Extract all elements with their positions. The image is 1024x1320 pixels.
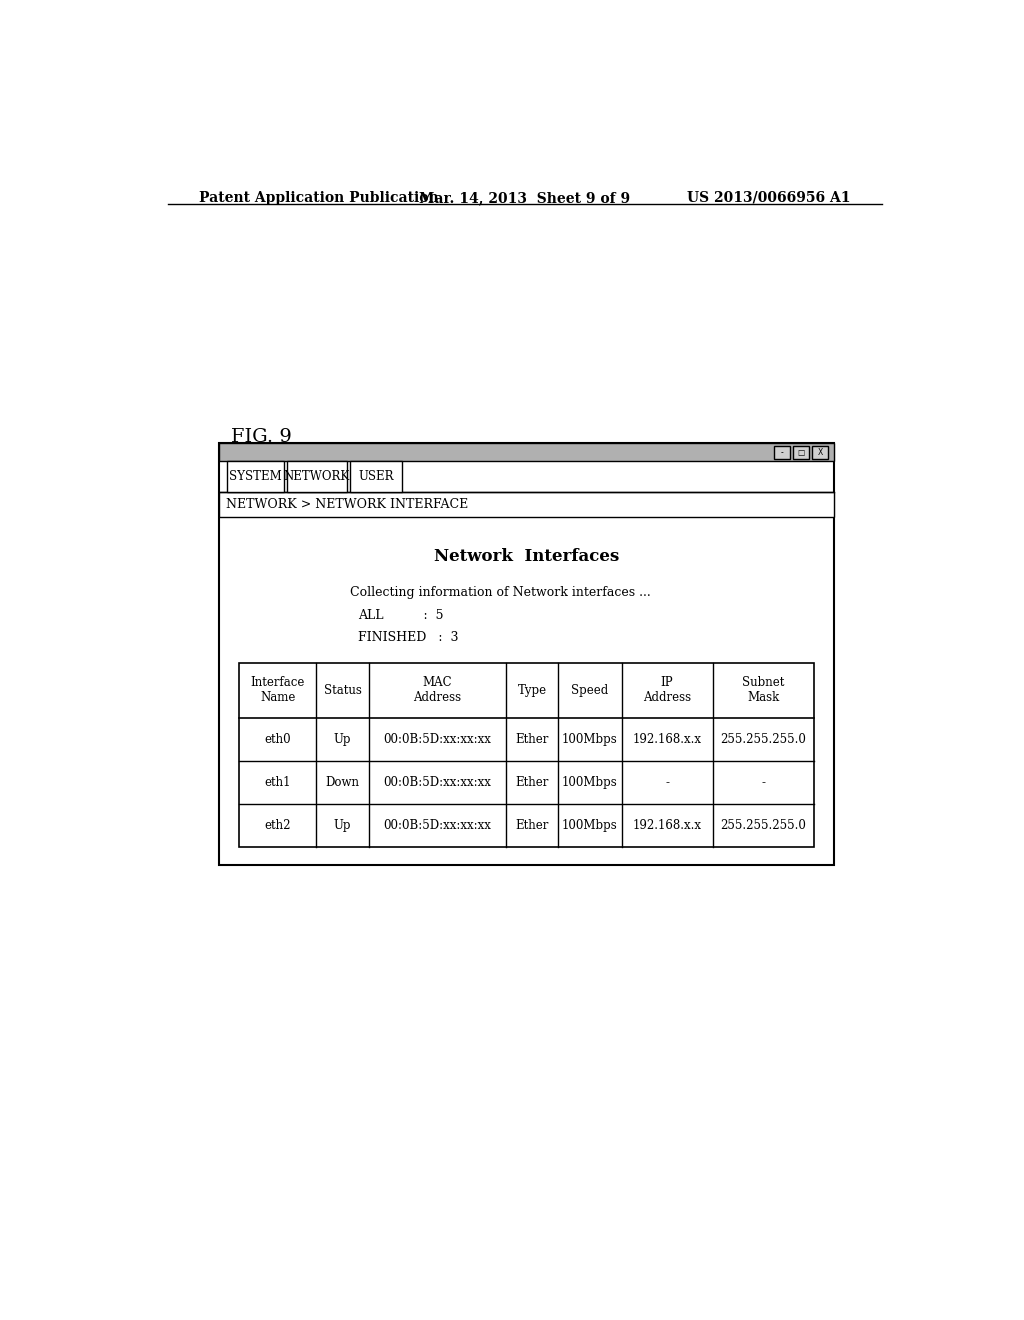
- Bar: [812, 446, 828, 459]
- Text: eth2: eth2: [264, 818, 291, 832]
- Bar: [774, 446, 790, 459]
- Text: Ether: Ether: [515, 734, 549, 746]
- Text: Status: Status: [324, 684, 361, 697]
- Text: 00:0B:5D:xx:xx:xx: 00:0B:5D:xx:xx:xx: [383, 818, 492, 832]
- Text: □: □: [798, 447, 805, 457]
- Text: Ether: Ether: [515, 818, 549, 832]
- Text: Up: Up: [334, 734, 351, 746]
- Text: 100Mbps: 100Mbps: [562, 776, 617, 789]
- Text: Collecting information of Network interfaces ...: Collecting information of Network interf…: [350, 586, 651, 599]
- Text: Network  Interfaces: Network Interfaces: [434, 548, 620, 565]
- Text: 192.168.x.x: 192.168.x.x: [633, 818, 701, 832]
- Text: eth0: eth0: [264, 734, 291, 746]
- Bar: [793, 446, 809, 459]
- Text: -: -: [780, 447, 783, 457]
- Text: Ether: Ether: [515, 776, 549, 789]
- Text: 100Mbps: 100Mbps: [562, 734, 617, 746]
- Text: 00:0B:5D:xx:xx:xx: 00:0B:5D:xx:xx:xx: [383, 734, 492, 746]
- Bar: [227, 461, 285, 492]
- Text: -: -: [666, 776, 669, 789]
- Text: 255.255.255.0: 255.255.255.0: [721, 734, 807, 746]
- Text: 255.255.255.0: 255.255.255.0: [721, 818, 807, 832]
- Text: IP
Address: IP Address: [643, 676, 691, 705]
- Text: X: X: [817, 447, 822, 457]
- Text: Type: Type: [517, 684, 547, 697]
- Text: Up: Up: [334, 818, 351, 832]
- Text: Subnet
Mask: Subnet Mask: [742, 676, 784, 705]
- Text: 192.168.x.x: 192.168.x.x: [633, 734, 701, 746]
- Text: Mar. 14, 2013  Sheet 9 of 9: Mar. 14, 2013 Sheet 9 of 9: [419, 191, 631, 205]
- Bar: [219, 492, 835, 517]
- Text: NETWORK > NETWORK INTERFACE: NETWORK > NETWORK INTERFACE: [225, 498, 468, 511]
- Text: ALL          :  5: ALL : 5: [358, 609, 443, 622]
- Text: Patent Application Publication: Patent Application Publication: [200, 191, 439, 205]
- Text: Down: Down: [326, 776, 359, 789]
- Text: FIG. 9: FIG. 9: [231, 428, 292, 446]
- Text: SYSTEM: SYSTEM: [229, 470, 283, 483]
- Text: eth1: eth1: [264, 776, 291, 789]
- Text: US 2013/0066956 A1: US 2013/0066956 A1: [687, 191, 850, 205]
- Bar: [350, 461, 401, 492]
- Bar: [219, 444, 835, 865]
- Text: USER: USER: [358, 470, 394, 483]
- Text: FINISHED   :  3: FINISHED : 3: [358, 631, 459, 644]
- Text: Interface
Name: Interface Name: [251, 676, 305, 705]
- Text: MAC
Address: MAC Address: [414, 676, 462, 705]
- Text: -: -: [762, 776, 766, 789]
- Text: NETWORK: NETWORK: [284, 470, 350, 483]
- Text: Speed: Speed: [571, 684, 608, 697]
- Bar: [219, 444, 835, 461]
- Bar: [240, 663, 814, 846]
- Bar: [287, 461, 347, 492]
- Text: 00:0B:5D:xx:xx:xx: 00:0B:5D:xx:xx:xx: [383, 776, 492, 789]
- Text: 100Mbps: 100Mbps: [562, 818, 617, 832]
